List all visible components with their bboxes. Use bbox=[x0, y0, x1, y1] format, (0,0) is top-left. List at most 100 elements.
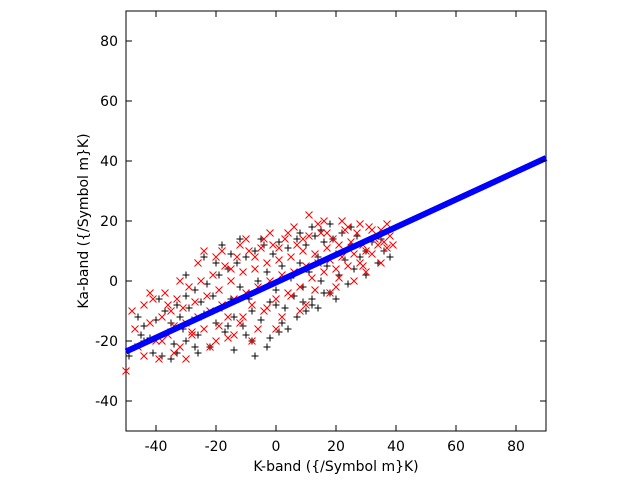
plus-marker-point bbox=[236, 283, 244, 291]
cross-marker-point bbox=[305, 232, 313, 240]
cross-marker-point bbox=[212, 337, 220, 345]
cross-marker-point bbox=[128, 307, 136, 315]
cross-marker-point bbox=[194, 259, 202, 267]
plus-marker-point bbox=[197, 298, 205, 306]
plus-marker-point bbox=[134, 313, 142, 321]
x-tick-label: -40 bbox=[145, 439, 168, 455]
cross-marker-point bbox=[377, 259, 385, 267]
y-tick-label: 0 bbox=[109, 274, 118, 290]
plus-marker-point bbox=[293, 235, 301, 243]
cross-marker-point bbox=[248, 301, 256, 309]
plus-marker-point bbox=[149, 349, 157, 357]
plus-marker-point bbox=[284, 244, 292, 252]
fit-line-segment bbox=[124, 155, 548, 355]
cross-marker-point bbox=[197, 277, 205, 285]
cross-marker-point bbox=[311, 250, 319, 258]
plus-marker-point bbox=[182, 337, 190, 345]
plus-marker-point bbox=[224, 322, 232, 330]
cross-marker-point bbox=[359, 262, 367, 270]
cross-marker-point bbox=[185, 283, 193, 291]
cross-marker-point bbox=[188, 328, 196, 336]
cross-marker-point bbox=[200, 247, 208, 255]
plus-marker-point bbox=[182, 292, 190, 300]
cross-marker-point bbox=[149, 295, 157, 303]
cross-marker-point bbox=[191, 298, 199, 306]
cross-marker-point bbox=[140, 352, 148, 360]
cross-marker-point bbox=[272, 325, 280, 333]
cross-marker-point bbox=[248, 337, 256, 345]
cross-marker-point bbox=[362, 268, 370, 276]
cross-marker-point bbox=[272, 295, 280, 303]
cross-marker-point bbox=[383, 220, 391, 228]
cross-marker-point bbox=[239, 268, 247, 276]
y-tick-label: -40 bbox=[95, 394, 118, 410]
cross-marker-point bbox=[374, 241, 382, 249]
cross-marker-point bbox=[260, 235, 268, 243]
cross-marker-point bbox=[164, 301, 172, 309]
cross-marker-point bbox=[356, 220, 364, 228]
cross-marker-point bbox=[236, 241, 244, 249]
cross-marker-point bbox=[242, 235, 250, 243]
cross-marker-point bbox=[245, 247, 253, 255]
plus-marker-point bbox=[263, 343, 271, 351]
cross-marker-point bbox=[278, 313, 286, 321]
cross-marker-point bbox=[155, 355, 163, 363]
cross-marker-point bbox=[302, 301, 310, 309]
plus-marker-point bbox=[272, 286, 280, 294]
cross-marker-point bbox=[320, 217, 328, 225]
cross-marker-point bbox=[314, 220, 322, 228]
plus-marker-point bbox=[320, 289, 328, 297]
fit-line bbox=[124, 155, 548, 355]
cross-marker-point bbox=[158, 313, 166, 321]
cross-marker-point bbox=[287, 253, 295, 261]
cross-marker-point bbox=[263, 304, 271, 312]
plus-marker-point bbox=[191, 343, 199, 351]
cross-marker-point bbox=[305, 211, 313, 219]
plus-marker-point bbox=[242, 331, 250, 339]
cross-marker-point bbox=[233, 253, 241, 261]
y-tick-label: -20 bbox=[95, 334, 118, 350]
cross-marker-point bbox=[224, 334, 232, 342]
cross-marker-point bbox=[182, 355, 190, 363]
y-tick-label: 20 bbox=[100, 214, 118, 230]
plus-marker-point bbox=[200, 253, 208, 261]
plus-marker-point bbox=[317, 277, 325, 285]
cross-marker-point bbox=[212, 253, 220, 261]
cross-marker-point bbox=[326, 289, 334, 297]
cross-marker-point bbox=[275, 244, 283, 252]
cross-marker-point bbox=[284, 229, 292, 237]
cross-marker-point bbox=[218, 247, 226, 255]
cross-marker-point bbox=[176, 343, 184, 351]
cross-marker-point bbox=[353, 229, 361, 237]
cross-marker-point bbox=[251, 253, 259, 261]
x-tick-label: 60 bbox=[447, 439, 465, 455]
plus-marker-point bbox=[332, 295, 340, 303]
axis-ticks bbox=[126, 11, 546, 431]
cross-marker-point bbox=[188, 331, 196, 339]
cross-marker-point bbox=[332, 265, 340, 273]
plus-marker-point bbox=[254, 277, 262, 285]
cross-marker-point bbox=[296, 283, 304, 291]
cross-marker-point bbox=[170, 349, 178, 357]
plus-marker-point bbox=[308, 301, 316, 309]
cross-marker-point bbox=[308, 274, 316, 282]
plus-marker-point bbox=[233, 259, 241, 267]
plus-marker-point bbox=[125, 352, 133, 360]
cross-marker-point bbox=[251, 265, 259, 273]
cross-marker-point bbox=[338, 217, 346, 225]
cross-marker-point bbox=[266, 229, 274, 237]
x-tick-label: -20 bbox=[205, 439, 228, 455]
cross-marker-point bbox=[299, 235, 307, 243]
plus-marker-point bbox=[218, 241, 226, 249]
plus-marker-point bbox=[230, 313, 238, 321]
plus-marker-point bbox=[278, 319, 286, 327]
cross-marker-point bbox=[236, 319, 244, 327]
cross-marker-point bbox=[179, 304, 187, 312]
cross-marker-point bbox=[344, 223, 352, 231]
cross-marker-point bbox=[287, 292, 295, 300]
plus-marker-point bbox=[194, 349, 202, 357]
cross-marker-point bbox=[122, 367, 130, 375]
plus-marker-point bbox=[215, 271, 223, 279]
plus-marker-point bbox=[230, 346, 238, 354]
